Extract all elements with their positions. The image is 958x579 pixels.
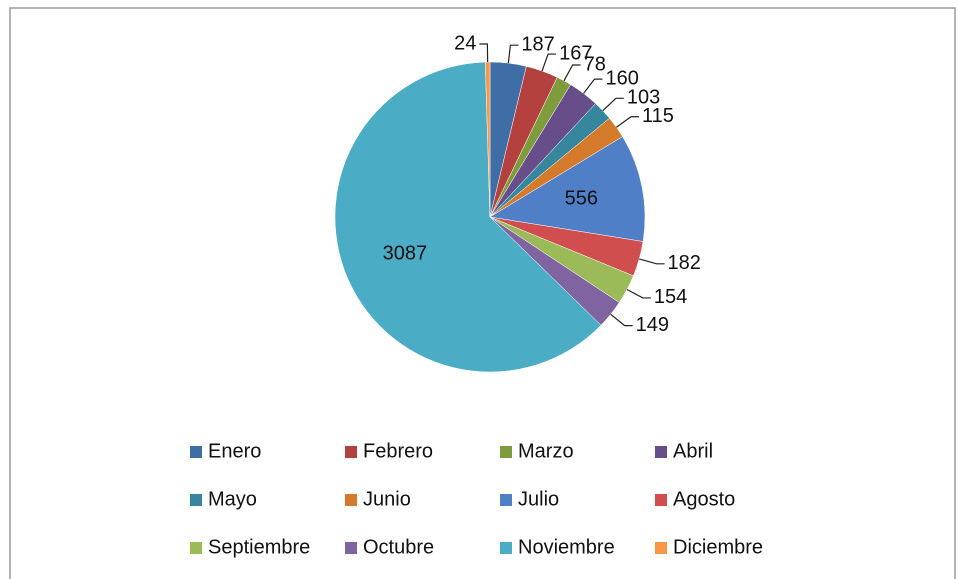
data-label: 182 xyxy=(668,252,701,274)
leader-line xyxy=(602,97,624,112)
data-label: 24 xyxy=(454,32,476,54)
pie-slice xyxy=(489,136,646,242)
data-label: 154 xyxy=(654,286,687,308)
legend-label: Septiembre xyxy=(208,536,310,558)
legend-label: Octubre xyxy=(363,536,434,558)
legend-swatch xyxy=(345,446,357,458)
legend-swatch xyxy=(500,494,512,506)
legend-label: Enero xyxy=(208,440,261,462)
leader-line xyxy=(583,78,603,94)
leader-line xyxy=(541,53,557,72)
data-label: 556 xyxy=(565,187,598,209)
leader-line xyxy=(479,43,489,63)
data-label: 149 xyxy=(636,314,669,336)
pie-slice xyxy=(485,61,491,218)
data-label: 187 xyxy=(521,33,554,55)
data-label: 160 xyxy=(605,67,638,89)
legend-swatch xyxy=(655,494,667,506)
legend-swatch xyxy=(190,494,202,506)
legend-swatch xyxy=(500,542,512,554)
leader-line xyxy=(626,288,651,299)
legend-label: Marzo xyxy=(518,440,574,462)
legend-label: Abril xyxy=(673,440,713,462)
legend-label: Febrero xyxy=(363,440,433,462)
data-label: 103 xyxy=(627,87,660,109)
pie-slice xyxy=(334,61,602,373)
data-label: 115 xyxy=(642,105,674,127)
legend-label: Mayo xyxy=(208,488,257,510)
leader-line xyxy=(639,258,665,265)
data-label: 78 xyxy=(584,53,606,75)
data-label: 3087 xyxy=(383,243,428,265)
legend-swatch xyxy=(190,446,202,458)
legend-swatch xyxy=(345,494,357,506)
legend-label: Junio xyxy=(363,488,411,510)
data-label: 167 xyxy=(559,42,592,64)
legend-swatch xyxy=(655,542,667,554)
leader-line xyxy=(563,64,581,82)
legend-label: Julio xyxy=(518,488,559,510)
legend-swatch xyxy=(190,542,202,554)
legend-swatch xyxy=(655,446,667,458)
legend-label: Noviembre xyxy=(518,536,615,558)
legend-swatch xyxy=(500,446,512,458)
leader-line xyxy=(615,116,640,128)
legend-label: Agosto xyxy=(673,488,735,510)
legend-swatch xyxy=(345,542,357,554)
leader-line xyxy=(507,44,519,64)
leader-line xyxy=(610,313,633,327)
legend-label: Diciembre xyxy=(673,536,763,558)
